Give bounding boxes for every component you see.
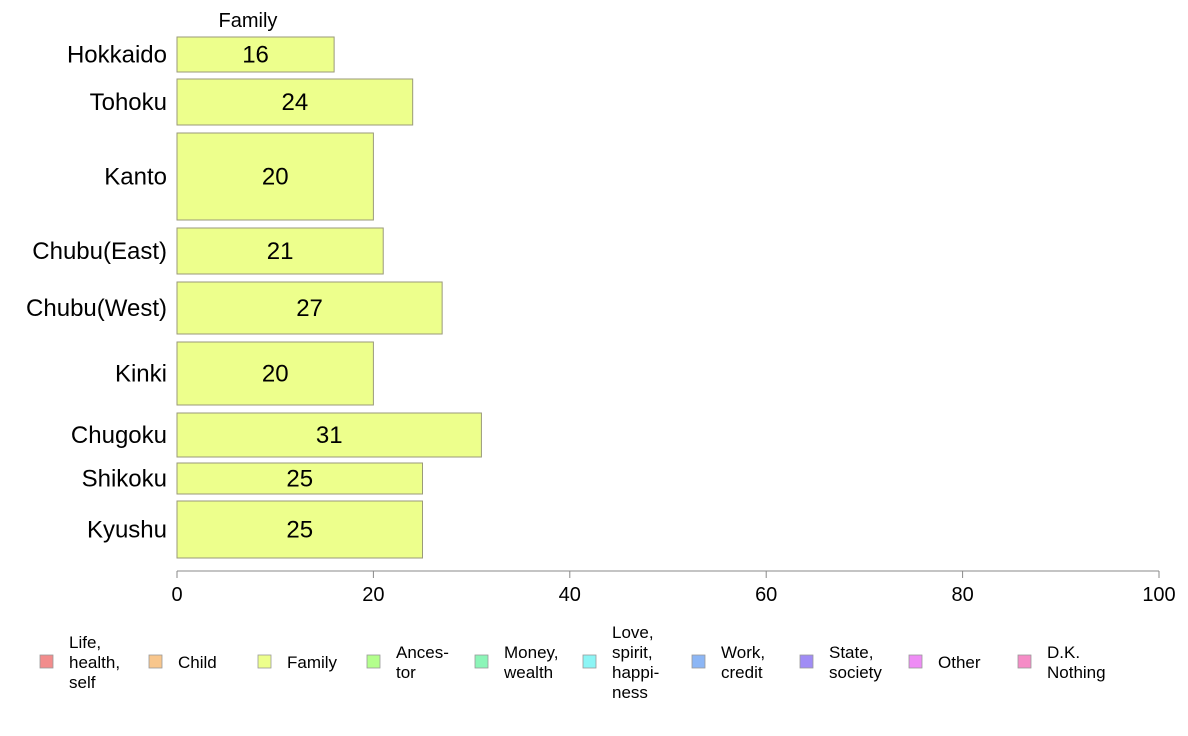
legend-swatch — [148, 654, 163, 669]
category-label-kyushu: Kyushu — [87, 517, 167, 544]
bar-kanto — [176, 132, 374, 221]
value-label-chubu-east: 21 — [267, 238, 294, 265]
value-label-kinki: 20 — [262, 361, 289, 388]
bar-kinki — [176, 341, 374, 406]
value-label-kanto: 20 — [262, 164, 289, 191]
legend-item: Money,wealth — [474, 643, 559, 682]
x-axis: 0 20 40 60 80 100 — [171, 570, 1176, 606]
legend-swatch — [799, 654, 814, 669]
bar-shikoku — [176, 462, 423, 495]
bar-chubu-east — [176, 227, 384, 275]
legend-label: Other — [938, 653, 981, 672]
category-label-hokkaido: Hokkaido — [67, 42, 167, 69]
legend-label: wealth — [503, 663, 553, 682]
x-tick-label: 20 — [362, 584, 384, 606]
category-label-shikoku: Shikoku — [82, 466, 167, 493]
x-tick-label: 100 — [1142, 584, 1175, 606]
x-tick-label: 80 — [951, 584, 973, 606]
legend-item: Work,credit — [691, 643, 765, 682]
column-title: Family — [219, 10, 278, 32]
legend-swatch — [39, 654, 54, 669]
legend-item: Family — [257, 653, 338, 672]
value-label-tohoku: 24 — [281, 89, 308, 116]
legend-label: Life, — [69, 633, 101, 652]
legend-item: Child — [148, 653, 217, 672]
legend-label: D.K. — [1047, 643, 1080, 662]
legend-item: Love,spirit,happi-ness — [582, 623, 659, 702]
legend-label: Love, — [612, 623, 654, 642]
category-label-kinki: Kinki — [115, 361, 167, 388]
legend-swatch — [474, 654, 489, 669]
value-label-chugoku: 31 — [316, 422, 343, 449]
legend: Life,health,self Child Family Ances-tor Mone… — [39, 623, 1106, 702]
legend-label: health, — [69, 653, 120, 672]
legend-swatch — [1017, 654, 1032, 669]
value-label-chubu-west: 27 — [296, 295, 323, 322]
legend-item: Life,health,self — [39, 633, 120, 692]
legend-swatch — [691, 654, 706, 669]
legend-item: Ances-tor — [366, 643, 449, 682]
legend-item: State,society — [799, 643, 882, 682]
category-label-kanto: Kanto — [104, 164, 167, 191]
legend-label: Nothing — [1047, 663, 1106, 682]
legend-label: Work, — [721, 643, 765, 662]
legend-label: happi- — [612, 663, 659, 682]
category-label-chubu-east: Chubu(East) — [32, 238, 167, 265]
legend-label: Money, — [504, 643, 559, 662]
value-label-kyushu: 25 — [286, 517, 313, 544]
category-label-chubu-west: Chubu(West) — [26, 295, 167, 322]
legend-item: Other — [908, 653, 981, 672]
legend-label: spirit, — [612, 643, 653, 662]
legend-label: credit — [721, 663, 763, 682]
legend-swatch — [366, 654, 381, 669]
legend-swatch — [257, 654, 272, 669]
legend-label: State, — [829, 643, 873, 662]
legend-swatch — [908, 654, 923, 669]
bar-kyushu — [176, 500, 423, 559]
value-label-hokkaido: 16 — [242, 42, 269, 69]
legend-label: Ances- — [396, 643, 449, 662]
value-label-shikoku: 25 — [286, 466, 313, 493]
legend-label: Child — [178, 653, 217, 672]
legend-item: D.K.Nothing — [1017, 643, 1106, 682]
bar-tohoku — [176, 78, 414, 126]
bar-hokkaido — [176, 36, 335, 73]
legend-label: tor — [396, 663, 416, 682]
legend-label: self — [69, 673, 96, 692]
x-tick-label: 0 — [171, 584, 182, 606]
category-label-chugoku: Chugoku — [71, 422, 167, 449]
legend-label: Family — [287, 653, 338, 672]
bar-chugoku — [176, 412, 482, 458]
x-tick-label: 40 — [559, 584, 581, 606]
legend-label: society — [829, 663, 882, 682]
legend-label: ness — [612, 683, 648, 702]
legend-swatch — [582, 654, 597, 669]
bar-chubu-west — [176, 281, 443, 335]
category-label-tohoku: Tohoku — [90, 89, 167, 116]
x-tick-label: 60 — [755, 584, 777, 606]
bars-group: Hokkaido 16 Tohoku 24 Kanto 20 Chubu(East) 21 Ch… — [26, 36, 482, 559]
